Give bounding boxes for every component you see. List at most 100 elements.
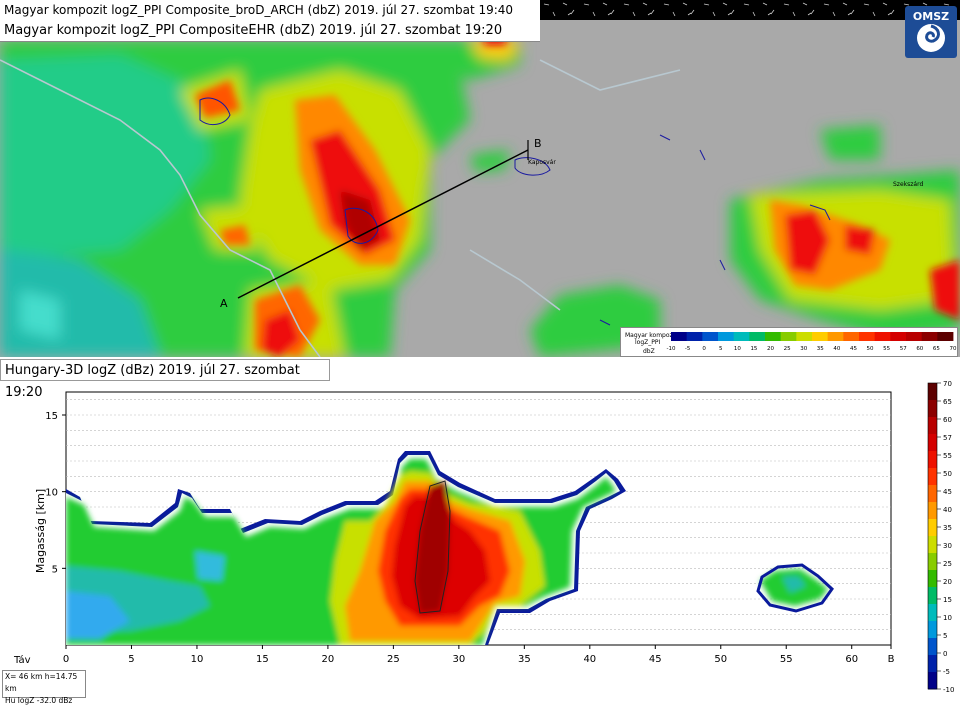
map-legend-tick: 50 [867,346,874,352]
echo-section [66,451,834,645]
x-axis-ticks: 0 5 10 15 20 25 30 35 40 45 50 55 60 B [63,645,895,665]
colorbar-swatch [928,570,937,588]
map-legend-tick: 35 [817,346,824,352]
y-tick-label: 15 [45,411,58,422]
map-legend-tick: 57 [900,346,907,352]
x-tick-label: 35 [518,654,531,665]
map-legend-tick: 60 [916,346,923,352]
map-legend-tick: 40 [833,346,840,352]
radar-map-panel: A B Kaposvár Szekszárd Magyar kompozit l… [0,0,960,357]
colorbar-swatch [928,400,937,418]
map-legend-swatch [780,332,797,341]
colorbar-swatch [928,621,937,639]
map-legend-swatch [906,332,923,341]
colorbar-tick-label: 0 [943,650,947,658]
readout-position: X= 46 km h=14.75 km [5,672,78,693]
x-tick-label: 50 [714,654,727,665]
colorbar-tick-label: 5 [943,632,947,640]
x-tick-label: 0 [63,654,69,665]
colorbar-tick-label: 20 [943,578,952,586]
colorbar-swatch [928,655,937,673]
x-tick-label: 10 [191,654,204,665]
cursor-readout: X= 46 km h=14.75 km Hu logZ -32.0 dBz [2,670,86,705]
map-legend-tick: 70 [950,346,957,352]
x-tick-label: 25 [387,654,400,665]
city-kaposvar: Kaposvár [528,159,556,166]
section-title: Hungary-3D logZ (dBz) 2019. júl 27. szom… [0,359,330,400]
omsz-logo: OMSZ [905,6,957,58]
y-tick-label: 5 [52,564,58,575]
map-legend-ticks: -10 -5 0 5 10 15 20 25 30 35 40 45 50 55 57 60 65 70 [667,346,957,352]
map-legend-tick: 30 [800,346,807,352]
map-legend-swatch [890,332,907,341]
map-legend-tick: 15 [750,346,757,352]
map-legend-swatch [827,332,844,341]
map-legend-tick: 25 [784,346,791,352]
legend-title-1: Magyar kompozit [625,332,677,339]
map-legend-swatch [671,332,688,341]
map-legend-tick: 0 [702,346,706,352]
colorbar-tick-label: -10 [943,686,954,694]
map-legend-tick: 65 [933,346,940,352]
colorbar-tick-label: 70 [943,381,952,388]
colorbar-tick-label: -5 [943,668,950,676]
map-legend-swatch [937,332,954,341]
map-legend-tick: 20 [767,346,774,352]
colorbar-tick-label: 55 [943,452,952,460]
logo-text: OMSZ [913,10,949,23]
colorbar-swatch [928,604,937,622]
map-legend-swatch [859,332,876,341]
colorbar-tick-label: 57 [943,434,952,442]
colorbar-swatch [928,485,937,503]
colorbar-swatch [928,536,937,554]
map-coastlines [199,97,831,326]
x-tick-label: 45 [649,654,662,665]
map-legend-tick: 5 [719,346,723,352]
colorbar-tick-label: 50 [943,470,952,478]
map-legend-swatch [718,332,735,341]
x-tick-label: 60 [845,654,858,665]
map-legend-swatch [796,332,813,341]
colorbar-tick-label: 65 [943,398,952,406]
map-legend-tick: 10 [734,346,741,352]
x-tick-label: 15 [256,654,269,665]
map-legend-swatches [671,332,954,341]
x-tick-label: 55 [780,654,793,665]
section-line-ab [237,149,529,299]
map-legend-swatch [765,332,782,341]
map-legend-tick: 45 [850,346,857,352]
map-legend-swatch [749,332,766,341]
y-tick-label: 10 [45,488,58,499]
colorbar-swatch [928,672,937,690]
x-tick-label: 30 [452,654,465,665]
map-legend-swatch [733,332,750,341]
y-axis-label: Magasság [km] [34,489,47,573]
map-legend-swatch [686,332,703,341]
map-legend-swatch [921,332,938,341]
map-legend-tick: -10 [667,346,676,352]
colorbar-swatch [928,383,937,401]
colorbar-swatch [928,451,937,469]
map-legend-swatch [843,332,860,341]
point-b-label: B [534,137,542,150]
colorbar-swatch [928,587,937,605]
colorbar-swatch [928,434,937,452]
map-borders [0,59,681,357]
y-axis-ticks: 5 10 15 [45,411,66,575]
radar-map: A B Kaposvár Szekszárd [0,0,960,357]
map-title-back: Magyar kompozit logZ_PPI Composite_broD_… [0,0,540,20]
colorbar-tick-label: 40 [943,506,952,514]
colorbar-frame [927,382,938,690]
colorbar-tick-label: 30 [943,542,952,550]
map-legend-swatch [812,332,829,341]
colorbar-tick-label: 15 [943,596,952,604]
x-tick-label: 5 [128,654,134,665]
map-title-front: Magyar kompozit logZ_PPI CompositeEHR (d… [0,20,540,42]
colorbar-swatch [928,468,937,486]
colorbar-tick-label: 45 [943,488,952,496]
map-legend: Magyar kompozit logZ_PPI dbZ -10 -5 0 5 10 15… [620,327,958,357]
colorbar-swatch [928,502,937,520]
city-szekszard: Szekszárd [893,181,923,188]
map-legend-swatch [702,332,719,341]
